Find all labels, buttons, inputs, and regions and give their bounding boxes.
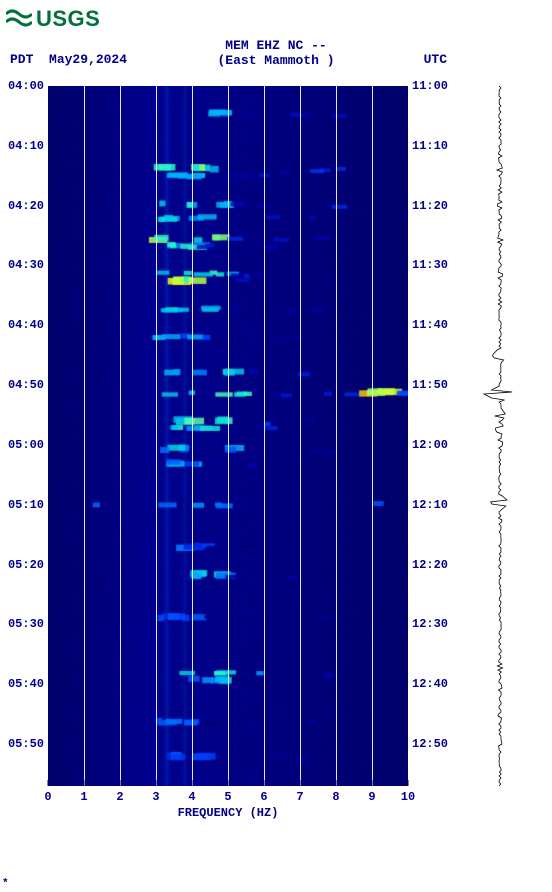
station-name: (East Mammoth ) [0,53,552,68]
logo-text: USGS [36,6,100,32]
spectrogram-canvas [48,86,408,786]
x-tick: 7 [296,790,303,804]
y-tick-right: 12:10 [412,498,448,512]
x-tick: 5 [224,790,231,804]
station-code: MEM EHZ NC -- [0,38,552,53]
x-tick: 8 [332,790,339,804]
helicorder-path [484,86,512,786]
y-tick-right: 11:40 [412,318,448,332]
x-tick: 3 [152,790,159,804]
y-tick-left: 05:30 [8,617,44,631]
x-tick: 6 [260,790,267,804]
x-tick: 10 [401,790,415,804]
y-tick-left: 05:50 [8,737,44,751]
y-tick-right: 11:20 [412,199,448,213]
y-tick-left: 04:20 [8,199,44,213]
y-tick-left: 04:00 [8,79,44,93]
y-tick-right: 11:50 [412,378,448,392]
y-tick-left: 05:10 [8,498,44,512]
header-right: UTC [424,52,447,67]
x-tick: 0 [44,790,51,804]
y-tick-right: 11:00 [412,79,448,93]
footer-mark: * [2,878,9,890]
usgs-logo: USGS [6,6,100,32]
header-center: MEM EHZ NC -- (East Mammoth ) [0,38,552,68]
y-tick-right: 12:00 [412,438,448,452]
wave-icon [6,8,32,30]
y-tick-right: 12:50 [412,737,448,751]
y-tick-right: 11:10 [412,139,448,153]
x-axis-label: FREQUENCY (HZ) [48,806,408,820]
y-tick-left: 05:20 [8,558,44,572]
y-tick-left: 04:30 [8,258,44,272]
y-tick-left: 05:00 [8,438,44,452]
x-tick: 1 [80,790,87,804]
y-tick-left: 04:10 [8,139,44,153]
seismic-spectrogram-page: USGS PDT May29,2024 MEM EHZ NC -- (East … [0,0,552,892]
tz-right-label: UTC [424,52,447,67]
y-tick-left: 04:40 [8,318,44,332]
y-tick-right: 12:30 [412,617,448,631]
y-tick-left: 04:50 [8,378,44,392]
y-tick-right: 11:30 [412,258,448,272]
spectrogram-plot: 04:0004:1004:2004:3004:4004:5005:0005:10… [48,86,408,786]
helicorder-svg [480,86,520,786]
x-ticks: FREQUENCY (HZ) 012345678910 [48,786,408,826]
x-tick: 4 [188,790,195,804]
y-tick-right: 12:20 [412,558,448,572]
spectrogram-canvas-wrap [48,86,408,786]
helicorder-trace [480,86,520,786]
x-tick: 9 [368,790,375,804]
y-tick-right: 12:40 [412,677,448,691]
y-tick-left: 05:40 [8,677,44,691]
x-tick: 2 [116,790,123,804]
